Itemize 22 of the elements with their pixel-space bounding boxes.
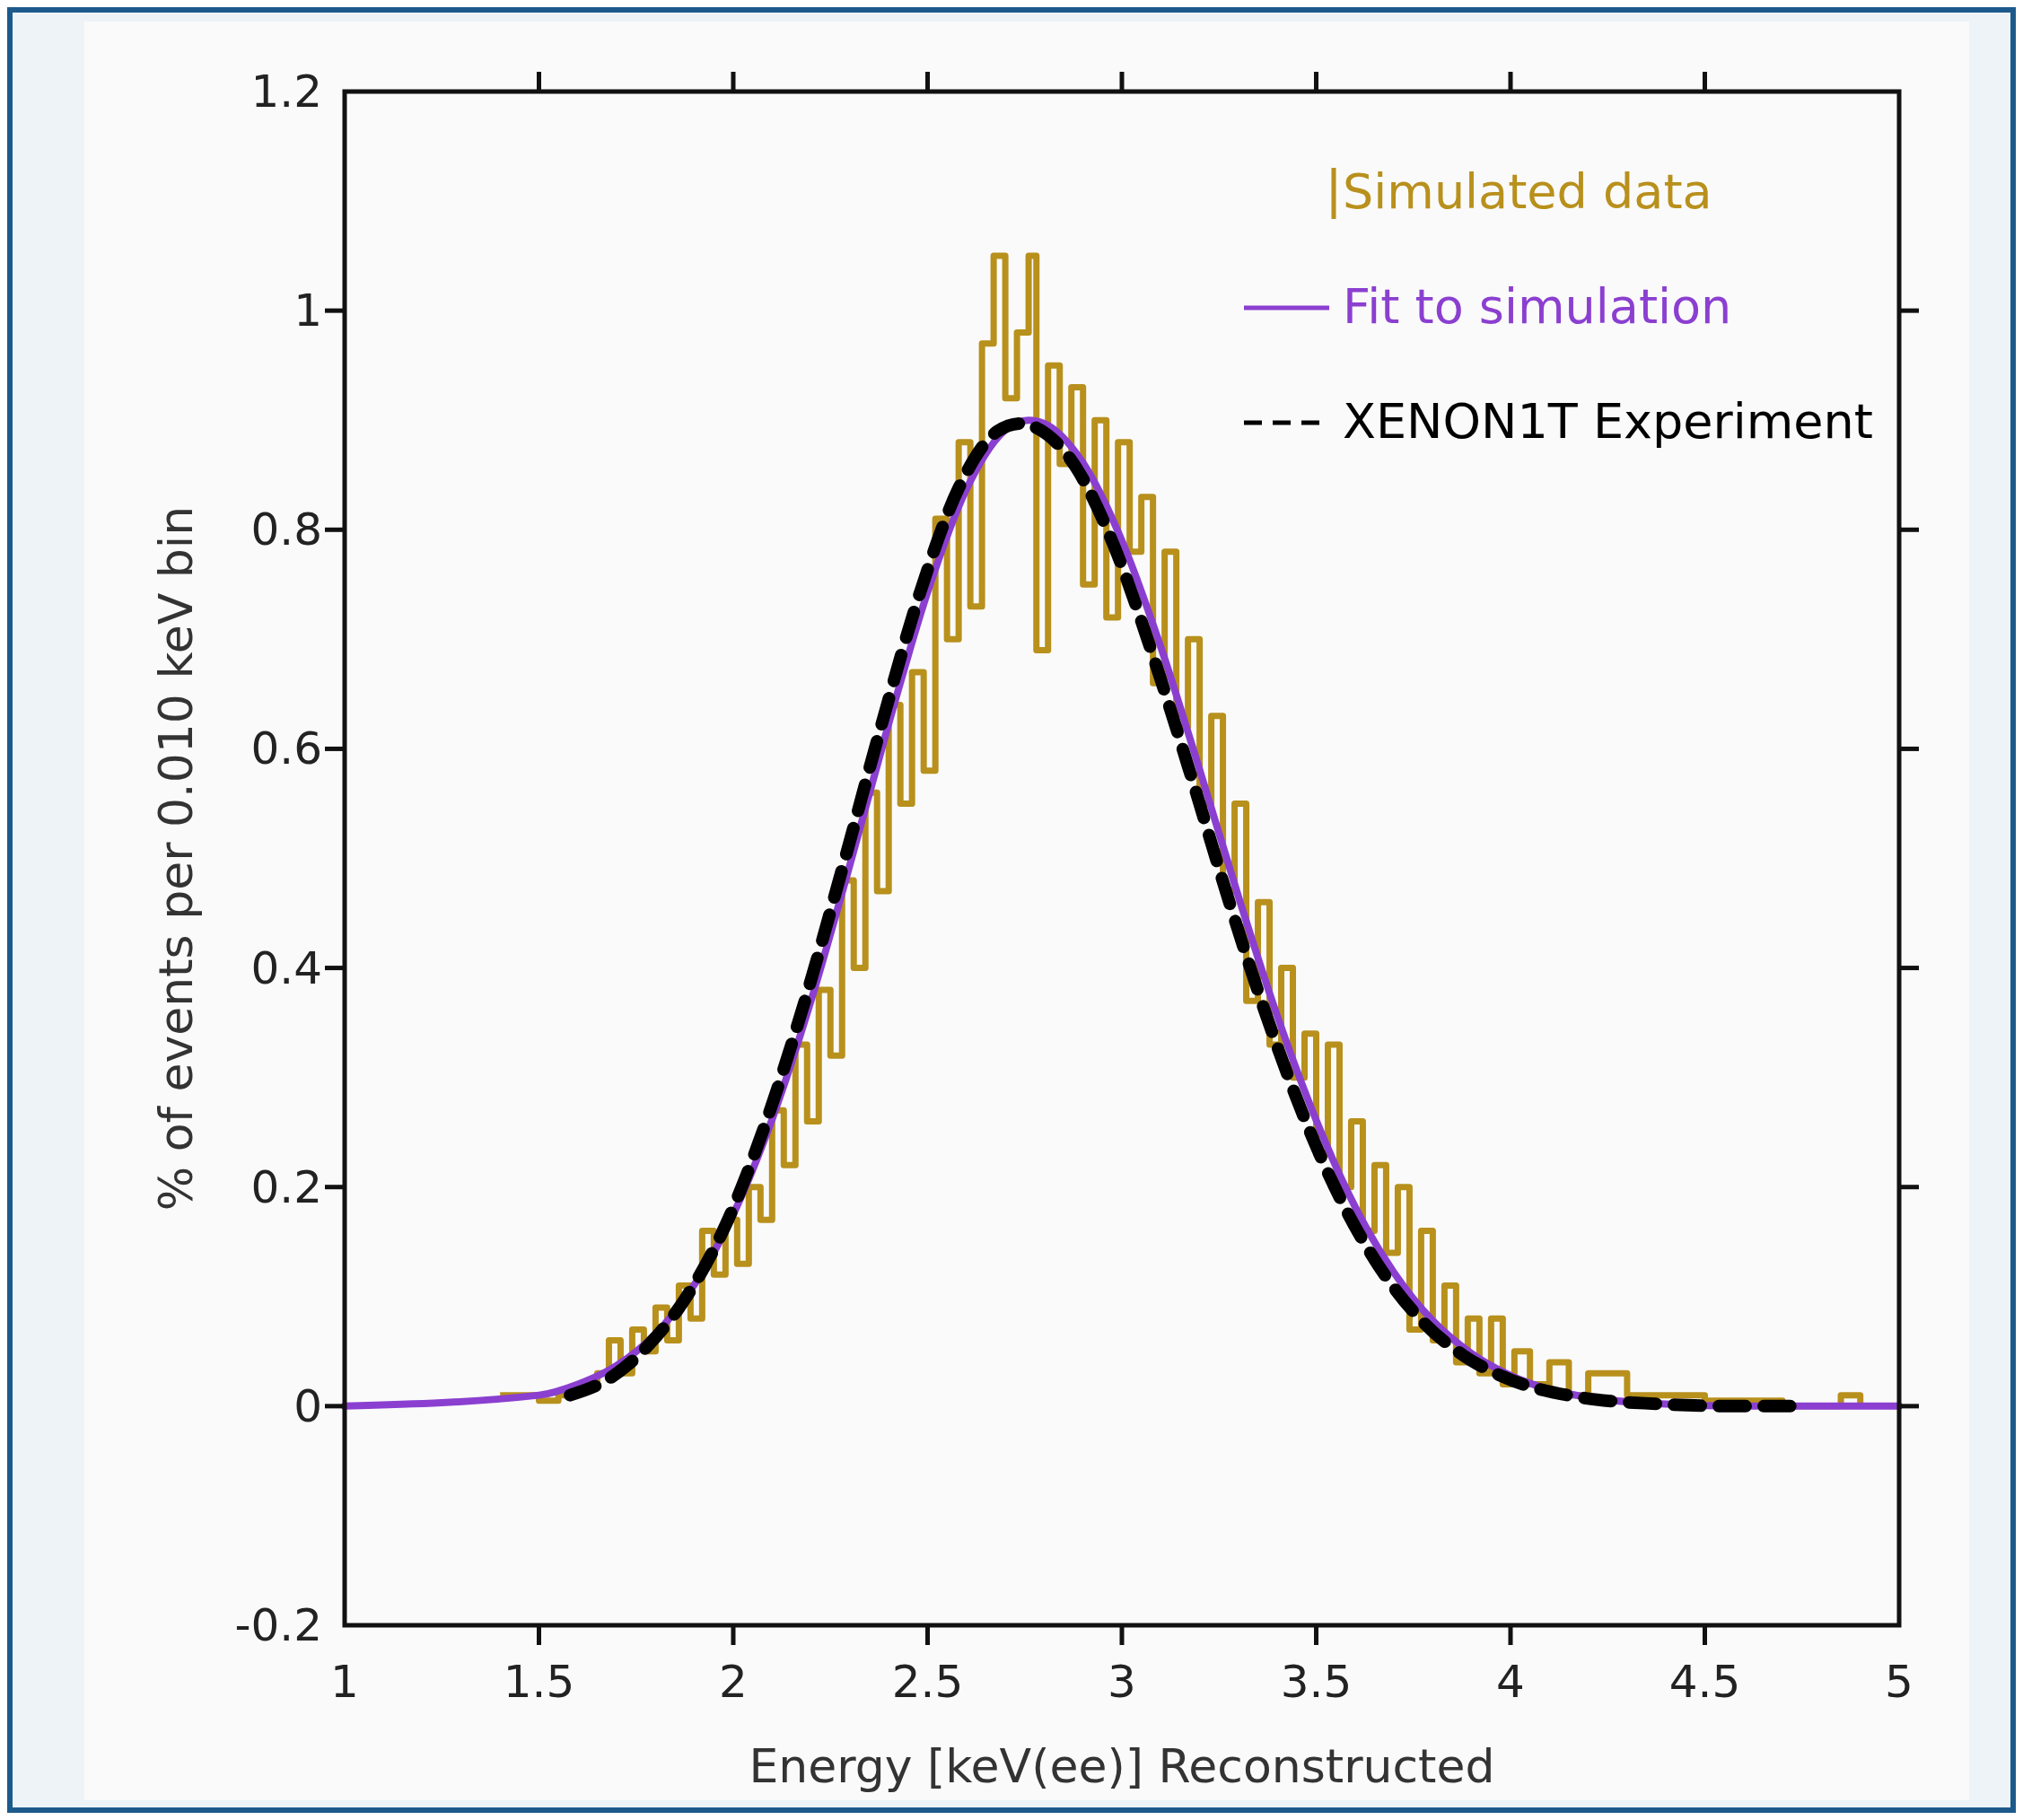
x-tick-label: 1.5 bbox=[503, 1656, 575, 1708]
y-tick-label: 0 bbox=[293, 1379, 322, 1432]
y-tick-label: 0.8 bbox=[250, 503, 322, 556]
x-tick-label: 4.5 bbox=[1668, 1656, 1741, 1708]
y-tick-label: 0.6 bbox=[250, 722, 322, 775]
x-tick-label: 2.5 bbox=[891, 1656, 964, 1708]
x-tick-label: 5 bbox=[1885, 1656, 1914, 1708]
legend-label: Simulated data bbox=[1343, 163, 1712, 220]
y-axis-title: % of events per 0.010 keV bin bbox=[149, 505, 203, 1212]
legend-label: Fit to simulation bbox=[1343, 278, 1732, 335]
x-tick-label: 3.5 bbox=[1280, 1656, 1353, 1708]
x-tick-label: 3 bbox=[1108, 1656, 1136, 1708]
x-axis-title: Energy [keV(ee)] Reconstructed bbox=[749, 1739, 1495, 1793]
y-tick-label: 1.2 bbox=[250, 66, 322, 118]
y-tick-label: 0.2 bbox=[250, 1160, 322, 1213]
legend-label: XENON1T Experiment bbox=[1343, 393, 1873, 450]
y-tick-label: -0.2 bbox=[234, 1599, 322, 1651]
y-tick-label: 1 bbox=[293, 284, 322, 337]
x-tick-label: 4 bbox=[1496, 1656, 1525, 1708]
y-tick-label: 0.4 bbox=[250, 941, 322, 994]
x-tick-label: 2 bbox=[719, 1656, 748, 1708]
x-tick-label: 1 bbox=[330, 1656, 359, 1708]
